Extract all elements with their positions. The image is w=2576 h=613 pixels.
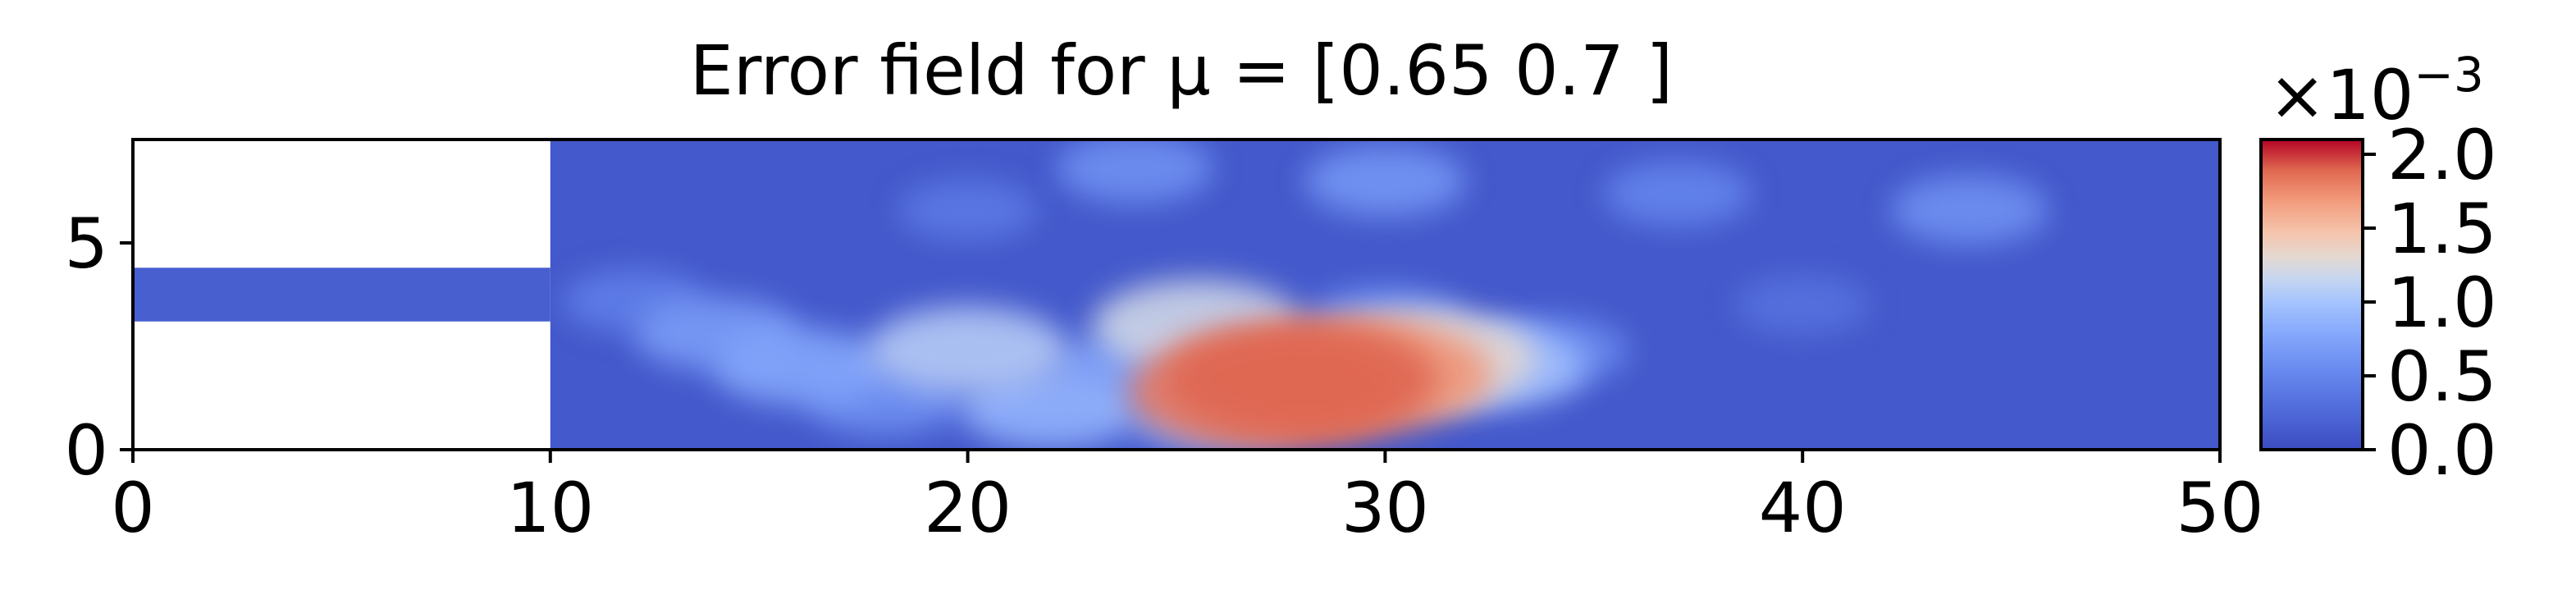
- colorbar-tick-label: 1.0: [2387, 263, 2497, 343]
- axes-frame: [131, 138, 2222, 451]
- colorbar-tick-label: 0.0: [2387, 410, 2497, 491]
- colorbar-ticks: 0.00.51.01.52.0: [2363, 115, 2497, 491]
- colorbar-scale-label: ×10−3: [2268, 47, 2484, 135]
- x-tick-label: 10: [506, 468, 594, 548]
- error-hotspot: [1056, 140, 1214, 204]
- error-hotspot: [1166, 319, 1437, 439]
- x-axis: 0 10 20 30 40 50: [111, 450, 2263, 548]
- x-tick-label: 40: [1759, 468, 1847, 548]
- y-tick-label: 5: [65, 204, 108, 284]
- error-hotspot: [866, 306, 1069, 395]
- chart-title: Error field for μ = [0.65 0.7 ]: [690, 30, 1673, 111]
- error-field: [133, 140, 2220, 450]
- colorbar-tick-label: 1.5: [2387, 189, 2497, 269]
- error-hotspot: [713, 328, 888, 405]
- colorbar-tick-label: 2.0: [2387, 115, 2497, 195]
- y-axis: 05: [65, 204, 133, 491]
- error-hotspot: [1602, 160, 1752, 226]
- error-hotspot: [1890, 175, 2048, 245]
- colorbar-scale-exponent: −3: [2414, 47, 2484, 103]
- error-hotspot: [1734, 275, 1870, 335]
- hotspot-layer: [561, 140, 2048, 450]
- error-hotspot: [897, 179, 1038, 241]
- colorbar-tick-label: 0.5: [2387, 336, 2497, 417]
- y-tick-label: 0: [65, 410, 108, 491]
- inlet-channel: [133, 268, 550, 322]
- x-tick-label: 50: [2176, 468, 2264, 548]
- x-tick-label: 20: [924, 468, 1012, 548]
- x-tick-label: 0: [111, 468, 154, 548]
- x-tick-label: 30: [1341, 468, 1429, 548]
- colorbar: [2259, 138, 2364, 451]
- colorbar-scale-prefix: ×10: [2268, 55, 2414, 135]
- error-hotspot: [1304, 145, 1467, 217]
